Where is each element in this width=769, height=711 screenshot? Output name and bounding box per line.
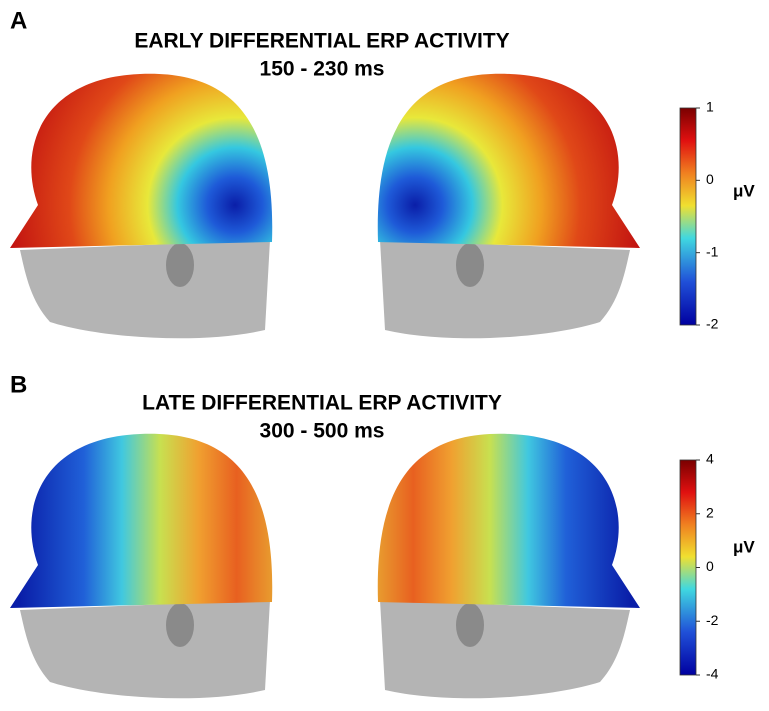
colorbar-tick-label: 0 [706,558,714,574]
time-range: 300 - 500 ms [260,420,385,443]
panel-title: EARLY DIFFERENTIAL ERP ACTIVITY [134,30,509,53]
time-range: 150 - 230 ms [260,58,385,81]
colorbar-tick-label: -2 [706,612,719,628]
head-right-b [378,434,640,699]
colorbar-tick-label: 4 [706,451,714,467]
head-left-a [10,74,272,339]
panel-label: B [10,371,27,398]
panel-title: LATE DIFFERENTIAL ERP ACTIVITY [142,392,502,415]
colorbar-tick-label: 0 [706,171,714,187]
colorbar-tick-label: 1 [706,99,714,115]
panel-label: A [10,7,27,34]
colorbar-tick-label: -4 [706,666,719,682]
colorbar-tick-label: 2 [706,504,714,520]
unit-label: μV [733,181,755,200]
head-right-a [378,74,640,339]
colorbar [680,108,696,325]
colorbar-tick-label: -1 [706,243,719,259]
figure: A EARLY DIFFERENTIAL ERP ACTIVITY 150 - … [0,0,769,706]
colorbar-tick-label: -2 [706,316,719,332]
head-left-b [10,434,272,699]
colorbar [680,460,696,675]
unit-label: μV [733,537,755,556]
